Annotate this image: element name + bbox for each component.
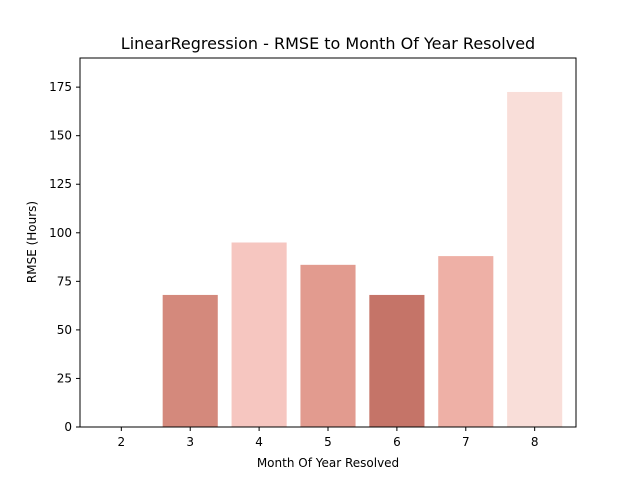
bars-group bbox=[162, 91, 563, 427]
chart-title: LinearRegression - RMSE to Month Of Year… bbox=[121, 34, 535, 53]
y-axis-label: RMSE (Hours) bbox=[25, 201, 39, 283]
y-tick-label: 0 bbox=[64, 420, 72, 434]
bar-month-4 bbox=[231, 242, 287, 427]
x-tick-label: 6 bbox=[393, 435, 401, 449]
y-tick-label: 50 bbox=[57, 323, 72, 337]
y-tick-label: 175 bbox=[49, 80, 72, 94]
bar-month-3 bbox=[162, 294, 218, 427]
y-tick-label: 75 bbox=[57, 274, 72, 288]
y-tick-label: 100 bbox=[49, 226, 72, 240]
y-tick-label: 25 bbox=[57, 371, 72, 385]
bar-month-5 bbox=[300, 264, 356, 427]
x-tick-label: 7 bbox=[462, 435, 470, 449]
x-tick-label: 3 bbox=[186, 435, 194, 449]
bar-month-6 bbox=[369, 294, 425, 427]
x-tick-label: 5 bbox=[324, 435, 332, 449]
y-tick-label: 150 bbox=[49, 129, 72, 143]
x-tick-label: 2 bbox=[118, 435, 126, 449]
bar-month-8 bbox=[507, 91, 563, 427]
y-tick-label: 125 bbox=[49, 177, 72, 191]
x-axis: 2 3 4 5 6 7 8 bbox=[118, 427, 539, 449]
y-axis: 0 25 50 75 100 125 150 175 bbox=[49, 80, 80, 434]
x-tick-label: 8 bbox=[531, 435, 539, 449]
x-axis-label: Month Of Year Resolved bbox=[257, 456, 399, 470]
x-tick-label: 4 bbox=[255, 435, 263, 449]
bar-month-7 bbox=[438, 256, 494, 427]
